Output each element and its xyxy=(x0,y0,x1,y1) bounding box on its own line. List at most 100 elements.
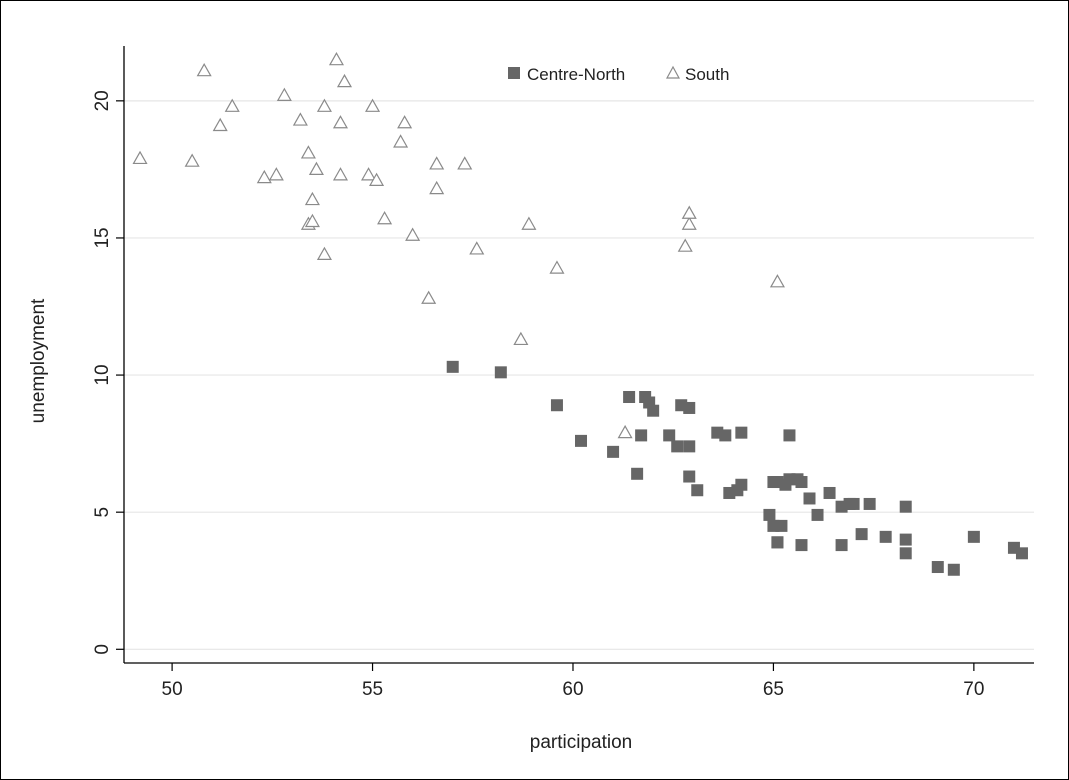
point-south xyxy=(300,145,316,159)
point-centre-north xyxy=(795,539,808,552)
point-south xyxy=(332,115,349,129)
point-centre-north xyxy=(899,533,912,546)
point-centre-north xyxy=(811,508,824,521)
point-centre-north xyxy=(899,500,912,513)
point-south xyxy=(304,191,320,206)
point-centre-north xyxy=(855,528,868,541)
point-south xyxy=(405,227,421,241)
point-south xyxy=(469,241,485,255)
legend-marker-centre-north xyxy=(508,67,520,79)
point-centre-north xyxy=(446,360,459,373)
point-south xyxy=(681,216,697,230)
gridlines xyxy=(124,100,1034,650)
x-tick-label: 65 xyxy=(763,679,784,700)
legend: Centre-North South xyxy=(508,65,729,84)
x-tick-label: 55 xyxy=(362,679,383,700)
point-south xyxy=(292,112,308,126)
point-south xyxy=(769,274,785,288)
point-centre-north xyxy=(763,508,776,521)
point-centre-north xyxy=(735,426,748,439)
point-centre-north xyxy=(631,467,644,480)
point-centre-north xyxy=(691,484,704,497)
point-centre-north xyxy=(575,434,588,447)
point-centre-north xyxy=(683,440,696,453)
point-south xyxy=(268,167,284,181)
point-centre-north xyxy=(675,399,688,412)
point-south xyxy=(132,150,148,165)
point-south xyxy=(196,62,212,77)
point-south xyxy=(332,167,349,181)
point-centre-north xyxy=(863,497,876,510)
y-axis-title: unemployment xyxy=(28,298,49,423)
axes xyxy=(116,46,1034,671)
x-tick-label: 50 xyxy=(162,679,183,700)
point-south xyxy=(377,211,393,225)
point-centre-north xyxy=(623,391,636,404)
x-axis-title: participation xyxy=(530,732,632,753)
point-south xyxy=(361,167,377,181)
point-centre-north xyxy=(823,486,836,499)
point-south xyxy=(369,172,385,186)
point-centre-north xyxy=(947,563,960,576)
y-tick-label: 15 xyxy=(92,227,113,248)
point-south xyxy=(549,260,565,274)
point-south xyxy=(316,98,332,112)
point-south xyxy=(276,87,292,101)
point-south xyxy=(256,169,272,184)
point-south xyxy=(336,73,353,88)
point-south xyxy=(212,117,228,132)
point-south xyxy=(393,134,409,148)
y-tick-label: 5 xyxy=(92,507,113,518)
point-south xyxy=(308,161,324,175)
point-south xyxy=(365,98,381,112)
point-south xyxy=(184,153,200,167)
point-south xyxy=(224,98,240,112)
point-centre-north xyxy=(775,519,788,532)
point-centre-north xyxy=(931,561,944,574)
y-tick-label: 10 xyxy=(92,364,113,385)
legend-label-south: South xyxy=(685,65,729,84)
point-centre-north xyxy=(719,429,732,442)
point-centre-north xyxy=(967,530,980,543)
y-tick-label: 0 xyxy=(92,644,113,655)
point-centre-north xyxy=(803,492,816,505)
point-centre-north xyxy=(607,445,620,458)
point-centre-north xyxy=(683,470,696,483)
point-south xyxy=(397,115,413,129)
point-south xyxy=(513,331,529,346)
point-south xyxy=(328,51,344,66)
x-tick-label: 70 xyxy=(963,679,984,700)
point-centre-north xyxy=(635,429,648,442)
point-centre-north xyxy=(1015,547,1028,560)
point-south xyxy=(429,180,445,195)
point-centre-north xyxy=(847,497,860,510)
point-south xyxy=(316,246,332,261)
point-centre-north xyxy=(663,429,676,442)
x-tick-label: 60 xyxy=(562,679,583,700)
legend-label-centre-north: Centre-North xyxy=(527,65,625,84)
point-centre-north xyxy=(879,530,892,543)
point-centre-north xyxy=(795,476,808,489)
point-south xyxy=(457,156,473,170)
point-centre-north xyxy=(783,429,796,442)
point-south xyxy=(429,156,445,170)
legend-marker-south xyxy=(665,65,681,79)
tick-labels: 50 55 60 65 70 0 5 10 15 20 xyxy=(92,90,984,700)
point-south xyxy=(304,213,320,228)
point-south xyxy=(521,216,537,230)
point-centre-north xyxy=(647,404,660,417)
point-south xyxy=(421,290,437,304)
point-centre-north xyxy=(550,399,563,412)
point-centre-north xyxy=(494,366,507,379)
point-centre-north xyxy=(735,478,748,491)
point-centre-north xyxy=(771,536,784,549)
point-south xyxy=(617,424,633,439)
point-south xyxy=(681,205,697,219)
point-centre-north xyxy=(671,440,684,453)
data-points xyxy=(132,51,1028,576)
y-tick-label: 20 xyxy=(92,90,113,111)
point-centre-north xyxy=(835,539,848,552)
point-centre-north xyxy=(899,547,912,560)
